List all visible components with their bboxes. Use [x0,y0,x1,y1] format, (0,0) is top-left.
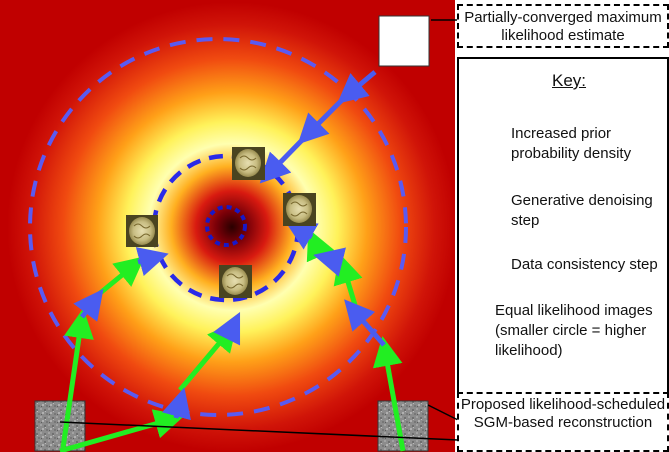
sgm-reconstruction-label: Proposed likelihood-scheduled SGM-based … [457,392,669,452]
prior-density-field [0,0,455,452]
key-generative-text: Generative denoising step [511,192,653,229]
blue-arrow [213,311,241,346]
connector-line-right-square [427,404,459,421]
likelihood-circle-inner [205,205,247,247]
blue-arrow [337,70,377,104]
key-title: Key: [552,71,587,90]
key-prior-text: Increased prior probability density [511,125,632,162]
green-arrow [59,409,185,452]
green-arrow [372,336,406,452]
blue-arrow [135,247,169,276]
blue-arrow [162,387,191,421]
ml-estimate-label-text: Partially-converged maximum likelihood e… [464,9,662,44]
brain-image [283,193,316,226]
brain-image [126,215,158,247]
brain-image [219,265,252,298]
key-panel: Key: Increased prior probability density… [457,57,669,411]
likelihood-circle-outer [28,37,408,417]
key-data-consistency-text: Data consistency step [511,256,658,273]
brain-image [232,147,265,180]
blue-arrow [344,299,386,347]
blue-arrow [313,247,347,277]
blue-arrow [73,288,104,322]
connector-line-left-square [59,421,459,441]
sgm-reconstruction-label-text: Proposed likelihood-scheduled SGM-based … [460,396,666,431]
ml-estimate-square [378,15,430,67]
blue-arrow [285,221,319,250]
blue-arrow [259,132,310,184]
ml-estimate-label: Partially-converged maximum likelihood e… [457,4,669,48]
blue-arrow [297,94,348,145]
green-arrow [60,308,94,449]
noise-image-left [34,400,86,452]
key-equal-likelihood-text: Equal likelihood images (smaller circle … [495,302,653,359]
